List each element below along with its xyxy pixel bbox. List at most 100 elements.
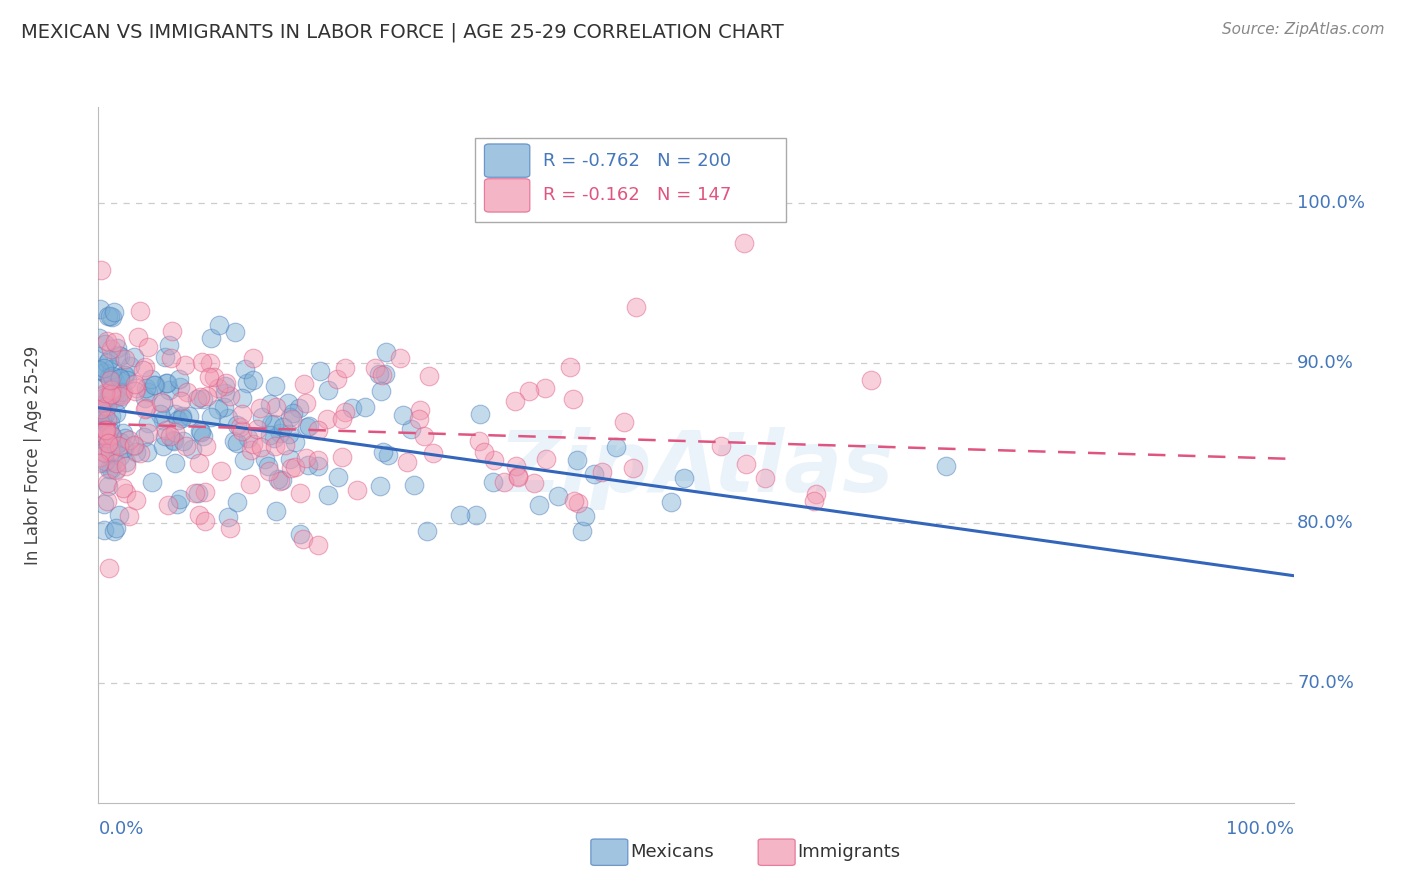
Point <box>288 527 311 541</box>
Point <box>188 390 211 404</box>
Point <box>257 464 280 478</box>
Point <box>464 508 486 522</box>
Point <box>935 459 957 474</box>
Point <box>94 428 117 442</box>
Point <box>97 479 120 493</box>
Point <box>98 309 121 323</box>
Point <box>97 561 120 575</box>
Point <box>104 521 127 535</box>
Point <box>94 390 117 404</box>
Text: 80.0%: 80.0% <box>1298 514 1354 532</box>
Point <box>98 388 121 402</box>
Point <box>155 429 177 443</box>
Text: 0.0%: 0.0% <box>98 821 143 838</box>
Point <box>333 360 356 375</box>
FancyBboxPatch shape <box>758 839 796 865</box>
Point <box>176 385 198 400</box>
Point <box>533 381 555 395</box>
Point <box>295 396 318 410</box>
Point <box>527 498 550 512</box>
Point <box>110 435 132 450</box>
Point <box>89 301 111 316</box>
Point <box>180 442 202 457</box>
Point <box>96 431 118 445</box>
Point <box>389 351 412 365</box>
Point <box>449 508 471 523</box>
Point <box>209 464 232 478</box>
Text: Immigrants: Immigrants <box>797 843 901 861</box>
Point <box>193 428 215 442</box>
Point <box>240 443 263 458</box>
Point <box>194 484 217 499</box>
Point <box>370 384 392 398</box>
Point <box>170 411 193 425</box>
Point <box>93 523 115 537</box>
Point <box>193 392 215 406</box>
Point <box>163 407 186 421</box>
Point <box>122 437 145 451</box>
Point <box>207 402 229 417</box>
Text: R = -0.762   N = 200: R = -0.762 N = 200 <box>543 152 731 169</box>
Point <box>155 423 177 437</box>
Point <box>100 382 122 396</box>
Point <box>482 475 505 489</box>
Point <box>87 456 110 470</box>
Point <box>134 402 156 417</box>
Point <box>97 309 120 323</box>
Point <box>97 352 120 367</box>
Point <box>368 479 391 493</box>
Point <box>98 390 121 404</box>
Point <box>124 384 146 398</box>
Point <box>89 428 111 442</box>
Point <box>98 444 121 458</box>
Point <box>93 497 115 511</box>
Point <box>98 373 121 387</box>
Text: MEXICAN VS IMMIGRANTS IN LABOR FORCE | AGE 25-29 CORRELATION CHART: MEXICAN VS IMMIGRANTS IN LABOR FORCE | A… <box>21 22 783 42</box>
Point <box>172 434 194 448</box>
Point <box>103 305 125 319</box>
Point <box>373 444 395 458</box>
Point <box>190 425 212 439</box>
Point <box>104 390 127 404</box>
Point <box>108 439 131 453</box>
Point <box>98 388 121 402</box>
Point <box>249 401 271 415</box>
Text: 70.0%: 70.0% <box>1298 673 1354 692</box>
Point <box>87 331 110 345</box>
Point <box>143 378 166 392</box>
Point <box>659 494 682 508</box>
Point <box>163 434 186 449</box>
Point <box>159 429 181 443</box>
Point <box>156 498 179 512</box>
Point <box>101 385 124 400</box>
Point <box>273 438 295 452</box>
Point <box>565 452 588 467</box>
Point <box>591 465 613 479</box>
Point <box>96 413 118 427</box>
Point <box>215 376 238 391</box>
Text: Source: ZipAtlas.com: Source: ZipAtlas.com <box>1222 22 1385 37</box>
Point <box>803 494 825 508</box>
Point <box>114 485 136 500</box>
Point <box>114 368 136 382</box>
Point <box>283 434 305 449</box>
Point <box>468 408 491 422</box>
Point <box>571 524 593 538</box>
Point <box>236 431 259 445</box>
Point <box>418 368 440 383</box>
Point <box>218 389 240 403</box>
Point <box>254 452 277 467</box>
Point <box>87 349 110 363</box>
Point <box>167 372 190 386</box>
Point <box>173 359 195 373</box>
Point <box>264 401 287 415</box>
Point <box>523 475 546 490</box>
Point <box>269 426 291 441</box>
Point <box>226 495 249 509</box>
Point <box>208 318 231 332</box>
Point <box>236 376 259 391</box>
Point <box>318 488 340 502</box>
Point <box>256 458 278 473</box>
Point <box>93 440 115 454</box>
Point <box>97 461 120 475</box>
